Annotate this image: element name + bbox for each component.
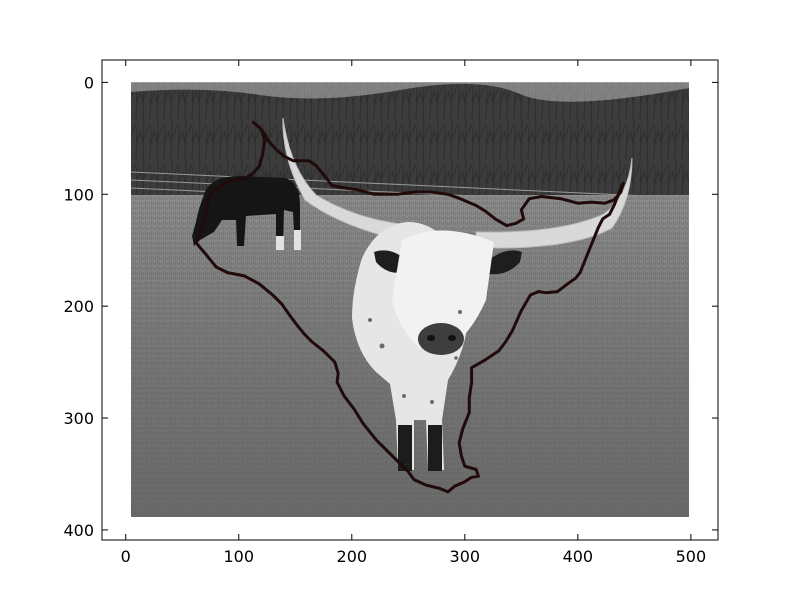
x-tick-label: 100 xyxy=(223,547,254,566)
y-tick-label: 0 xyxy=(84,73,94,92)
longhorn-steer xyxy=(282,117,633,471)
y-axis: 0 100 200 300 400 xyxy=(63,73,718,540)
x-axis: 0 100 200 300 400 500 xyxy=(121,60,707,566)
y-tick-label: 200 xyxy=(63,297,94,316)
axes-frame xyxy=(101,59,719,541)
tree-branches xyxy=(131,82,689,196)
segmentation-outline xyxy=(194,120,625,494)
x-tick-label: 300 xyxy=(450,547,481,566)
photo xyxy=(130,82,690,517)
black-cow xyxy=(192,176,301,250)
y-tick-label: 100 xyxy=(63,185,94,204)
x-tick-label: 500 xyxy=(676,547,707,566)
x-tick-label: 0 xyxy=(121,547,131,566)
y-tick-label: 300 xyxy=(63,409,94,428)
sky-gap xyxy=(131,82,689,102)
x-tick-label: 400 xyxy=(563,547,594,566)
x-tick-label: 200 xyxy=(337,547,368,566)
y-tick-label: 400 xyxy=(63,521,94,540)
